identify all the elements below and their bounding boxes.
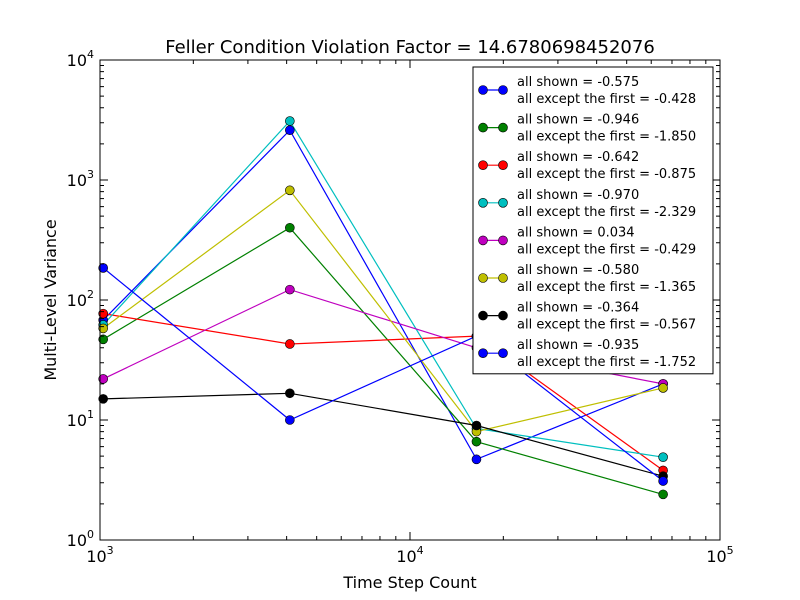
legend-marker xyxy=(498,85,508,95)
legend-marker xyxy=(498,160,508,170)
y-tick-label: 101 xyxy=(67,408,94,430)
series-1-point-3 xyxy=(658,489,668,500)
legend-marker xyxy=(498,198,508,208)
series-1-point-0 xyxy=(98,334,108,345)
series-7-point-3 xyxy=(658,476,668,486)
series-3-point-3 xyxy=(658,452,668,462)
legend-label-line2: all except the first = -1.850 xyxy=(517,130,696,145)
series-1-point-2 xyxy=(471,436,482,447)
legend-item-2: all shown = -0.642 all except the first =… xyxy=(478,150,696,182)
y-tick-label: 104 xyxy=(67,48,94,70)
legend-label-line2: all except the first = -2.329 xyxy=(517,205,696,220)
legend-marker xyxy=(498,348,508,359)
legend-label-line1: all shown = -0.580 xyxy=(517,263,639,278)
series-5-line xyxy=(102,189,664,433)
legend-item-5: all shown = -0.580 all except the first =… xyxy=(478,263,696,295)
series-0-point-1 xyxy=(285,125,295,136)
legend-marker xyxy=(478,273,488,283)
legend-label-line2: all except the first = -0.429 xyxy=(517,242,696,257)
legend-label-line1: all shown = 0.034 xyxy=(517,225,635,240)
legend-marker xyxy=(498,310,508,321)
legend-label-line1: all shown = -0.642 xyxy=(517,150,639,165)
legend-marker xyxy=(478,85,488,95)
series-5-point-3 xyxy=(658,383,668,393)
legend-label-line2: all except the first = -1.365 xyxy=(517,280,696,295)
y-axis-label: Multi-Level Variance xyxy=(41,219,60,380)
legend-marker xyxy=(478,160,488,170)
series-3-point-1 xyxy=(285,116,295,126)
legend: all shown = -0.575 all except the first =… xyxy=(472,66,714,375)
legend-marker xyxy=(498,235,508,246)
legend-item-6: all shown = -0.364 all except the first =… xyxy=(478,301,696,333)
legend-item-1: all shown = -0.946 all except the first =… xyxy=(478,113,696,145)
legend-label-line2: all except the first = -0.428 xyxy=(517,92,696,107)
legend-marker xyxy=(498,122,508,133)
legend-label-line1: all shown = -0.364 xyxy=(517,301,639,316)
legend-label-line2: all except the first = -0.567 xyxy=(517,318,696,333)
x-tick-label: 104 xyxy=(396,544,423,566)
legend-item-4: all shown = 0.034 all except the first = … xyxy=(478,225,696,257)
legend-marker xyxy=(478,122,488,133)
y-tick-label: 103 xyxy=(67,168,94,190)
legend-item-7: all shown = -0.935 all except the first =… xyxy=(478,338,696,370)
legend-label-line2: all except the first = -1.752 xyxy=(517,355,696,370)
series-1-point-1 xyxy=(285,222,295,233)
series-2-point-1 xyxy=(285,339,295,349)
series-6-point-1 xyxy=(285,388,295,399)
series-7-line xyxy=(102,267,664,482)
legend-label-line1: all shown = -0.970 xyxy=(517,188,639,203)
series-2-line xyxy=(103,313,664,471)
legend-label-line1: all shown = -0.935 xyxy=(517,338,639,353)
legend-marker xyxy=(498,273,508,283)
series-6-point-2 xyxy=(471,420,482,431)
legend-label-line1: all shown = -0.946 xyxy=(517,113,639,128)
ticks-layer: 103 104 105 100 101 102 103 104 xyxy=(67,48,734,566)
series-6-line xyxy=(103,392,664,477)
legend-box xyxy=(472,66,714,375)
x-tick-label: 103 xyxy=(86,544,113,566)
x-axis-label: Time Step Count xyxy=(342,573,476,592)
y-tick-label: 100 xyxy=(67,528,94,550)
series-6-point-0 xyxy=(98,394,108,404)
chart-title: Feller Condition Violation Factor = 14.6… xyxy=(165,37,655,58)
series-5-point-1 xyxy=(285,185,295,196)
legend-marker xyxy=(478,235,488,246)
legend-label-line1: all shown = -0.575 xyxy=(517,75,639,90)
series-1-line xyxy=(102,227,664,495)
x-tick-label: 105 xyxy=(706,544,733,566)
legend-marker xyxy=(478,348,488,359)
legend-marker xyxy=(478,198,488,208)
series-7-point-1 xyxy=(285,415,295,425)
series-0-line xyxy=(102,129,664,461)
legend-item-3: all shown = -0.970 all except the first =… xyxy=(478,188,696,220)
series-3-line xyxy=(102,120,664,458)
legend-marker xyxy=(478,310,488,321)
legend-item-0: all shown = -0.575 all except the first =… xyxy=(478,75,696,107)
y-tick-label: 102 xyxy=(67,288,94,310)
series-0-point-2 xyxy=(471,454,482,465)
legend-label-line2: all except the first = -0.875 xyxy=(517,167,696,182)
series-4-point-1 xyxy=(285,284,295,295)
